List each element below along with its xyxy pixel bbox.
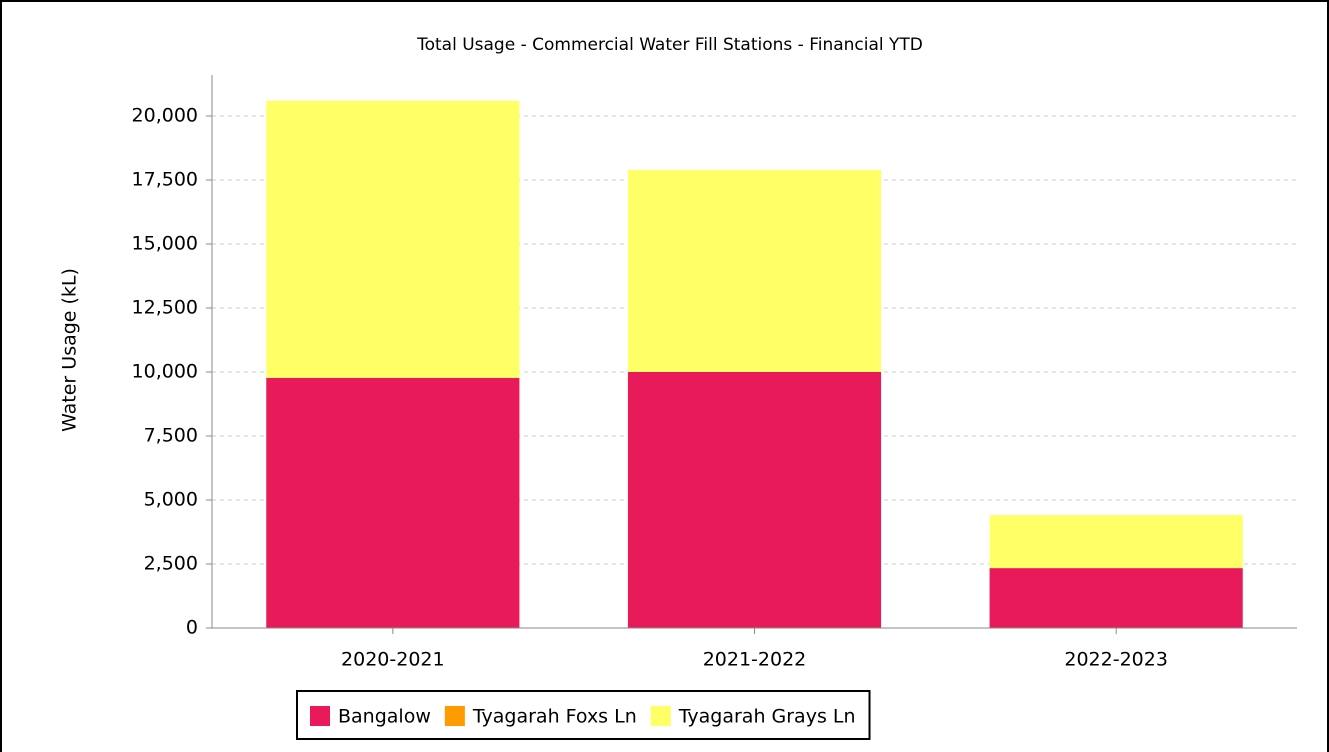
y-tick-label: 2,500 [144,552,198,574]
y-tick-label: 10,000 [132,360,198,382]
y-tick-label: 12,500 [132,296,198,318]
legend-swatch [650,706,671,726]
legend-label: Tyagarah Foxs Ln [472,706,637,728]
y-tick-label: 15,000 [132,232,198,254]
bar [266,377,520,628]
y-tick-label: 20,000 [132,104,198,126]
legend-swatch [310,706,330,726]
y-tick-label: 5,000 [144,488,198,510]
chart-title: Total Usage - Commercial Water Fill Stat… [416,35,923,55]
x-tick-label: 2021-2022 [703,649,807,671]
y-tick-label: 17,500 [132,168,198,190]
legend-swatch [444,706,465,726]
bar [989,515,1243,569]
bar [989,568,1243,628]
legend-label: Tyagarah Grays Ln [678,706,856,728]
x-tick-label: 2022-2023 [1064,649,1168,671]
bar [266,100,520,378]
y-tick-label: 7,500 [144,424,198,446]
legend-box [296,690,871,740]
legend-label: Bangalow [338,706,431,728]
y-tick-label: 0 [186,617,198,639]
bar [627,169,882,372]
bar [627,371,882,628]
x-tick-label: 2020-2021 [341,649,445,671]
y-axis-label: Water Usage (kL) [59,268,81,432]
